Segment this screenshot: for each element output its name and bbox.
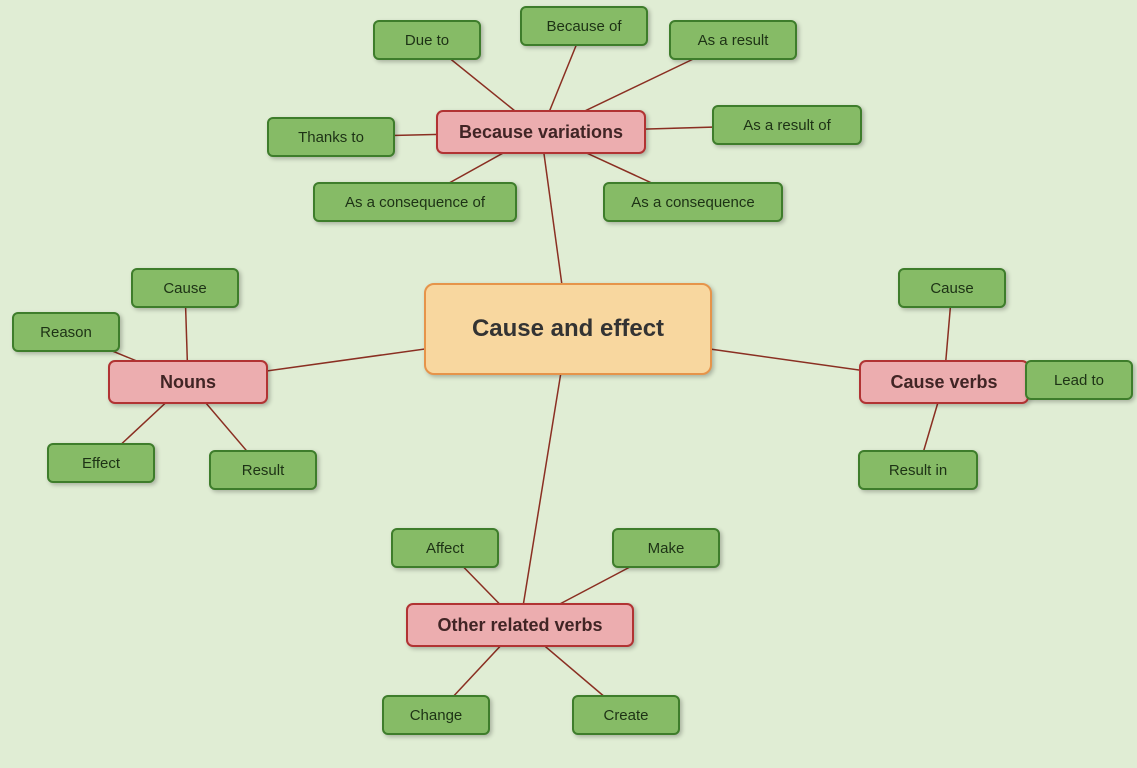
node-as-a-result: As a result xyxy=(669,20,797,60)
node-as-a-consequence: As a consequence xyxy=(603,182,783,222)
node-label: As a consequence of xyxy=(345,194,485,211)
node-cause-verbs: Cause verbs xyxy=(859,360,1029,404)
node-noun-cause: Cause xyxy=(131,268,239,308)
node-label: Result xyxy=(242,462,285,479)
node-label: Result in xyxy=(889,462,947,479)
node-verb-affect: Affect xyxy=(391,528,499,568)
node-verb-result-in: Result in xyxy=(858,450,978,490)
node-label: Cause xyxy=(930,280,973,297)
node-label: Cause and effect xyxy=(472,315,664,343)
node-noun-reason: Reason xyxy=(12,312,120,352)
node-label: Make xyxy=(648,540,685,557)
node-because-of: Because of xyxy=(520,6,648,46)
node-label: As a result of xyxy=(743,117,831,134)
node-because: Because variations xyxy=(436,110,646,154)
node-verb-make: Make xyxy=(612,528,720,568)
node-label: Because variations xyxy=(459,122,623,143)
node-due-to: Due to xyxy=(373,20,481,60)
node-label: Because of xyxy=(546,18,621,35)
node-label: Cause xyxy=(163,280,206,297)
node-label: Affect xyxy=(426,540,464,557)
node-label: As a consequence xyxy=(631,194,754,211)
node-nouns: Nouns xyxy=(108,360,268,404)
node-noun-result: Result xyxy=(209,450,317,490)
node-label: Thanks to xyxy=(298,129,364,146)
node-label: Change xyxy=(410,707,463,724)
node-label: Cause verbs xyxy=(890,372,997,393)
node-label: As a result xyxy=(698,32,769,49)
node-as-a-result-of: As a result of xyxy=(712,105,862,145)
node-other-verbs: Other related verbs xyxy=(406,603,634,647)
node-label: Lead to xyxy=(1054,372,1104,389)
node-root: Cause and effect xyxy=(424,283,712,375)
node-label: Reason xyxy=(40,324,92,341)
node-verb-change: Change xyxy=(382,695,490,735)
node-as-a-consequence-of: As a consequence of xyxy=(313,182,517,222)
node-label: Due to xyxy=(405,32,449,49)
node-verb-lead-to: Lead to xyxy=(1025,360,1133,400)
node-thanks-to: Thanks to xyxy=(267,117,395,157)
node-noun-effect: Effect xyxy=(47,443,155,483)
node-label: Nouns xyxy=(160,372,216,393)
node-label: Create xyxy=(603,707,648,724)
node-verb-cause: Cause xyxy=(898,268,1006,308)
node-verb-create: Create xyxy=(572,695,680,735)
node-label: Other related verbs xyxy=(437,615,602,636)
mindmap-canvas: { "diagram": { "type": "network", "backg… xyxy=(0,0,1137,768)
node-label: Effect xyxy=(82,455,120,472)
